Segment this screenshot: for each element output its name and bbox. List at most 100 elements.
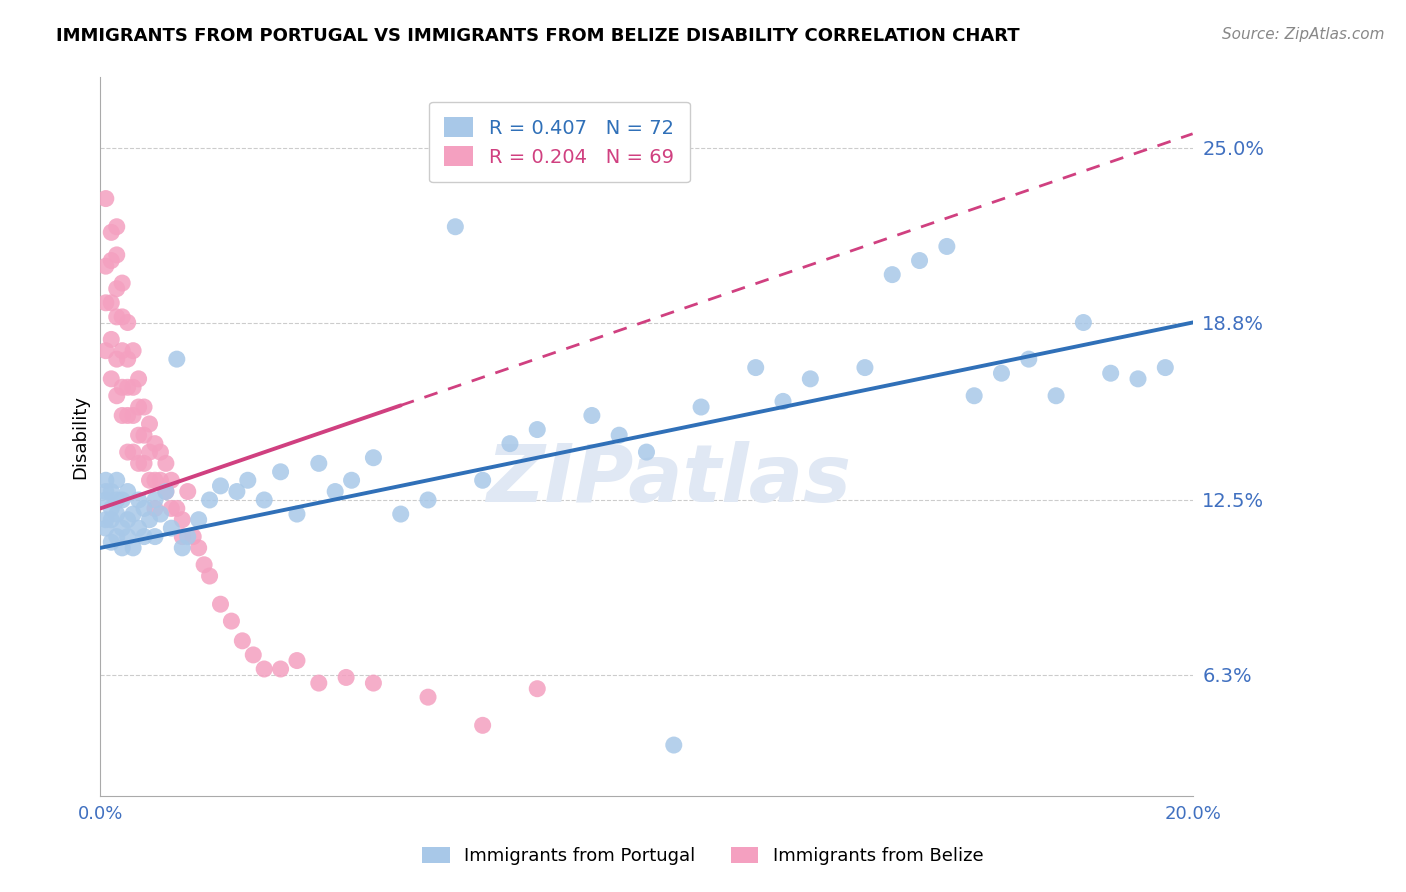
Point: [111, 521, 134, 535]
Point: [908, 253, 931, 268]
Point: [138, 473, 160, 487]
Point: [94, 192, 117, 206]
Point: [209, 597, 232, 611]
Point: [105, 219, 128, 234]
Point: [242, 648, 264, 662]
Point: [231, 633, 253, 648]
Point: [581, 409, 603, 423]
Point: [128, 493, 150, 508]
Point: [799, 372, 821, 386]
Point: [149, 507, 172, 521]
Point: [335, 670, 357, 684]
Point: [100, 501, 122, 516]
Point: [138, 417, 160, 431]
Point: [132, 456, 155, 470]
Point: [94, 484, 117, 499]
Point: [323, 484, 346, 499]
Point: [105, 389, 128, 403]
Point: [122, 343, 145, 358]
Legend: Immigrants from Portugal, Immigrants from Belize: Immigrants from Portugal, Immigrants fro…: [413, 838, 993, 874]
Point: [149, 445, 172, 459]
Point: [155, 484, 177, 499]
Text: Source: ZipAtlas.com: Source: ZipAtlas.com: [1222, 27, 1385, 42]
Point: [111, 380, 134, 394]
Point: [935, 239, 957, 253]
Point: [128, 456, 150, 470]
Point: [160, 473, 183, 487]
Point: [122, 380, 145, 394]
Point: [111, 409, 134, 423]
Point: [94, 513, 117, 527]
Point: [105, 352, 128, 367]
Point: [111, 343, 134, 358]
Point: [100, 513, 122, 527]
Point: [117, 352, 139, 367]
Point: [128, 372, 150, 386]
Point: [1154, 360, 1177, 375]
Point: [117, 484, 139, 499]
Point: [236, 473, 259, 487]
Point: [1099, 366, 1122, 380]
Point: [177, 484, 200, 499]
Point: [1073, 316, 1095, 330]
Point: [1018, 352, 1040, 367]
Point: [117, 380, 139, 394]
Point: [122, 409, 145, 423]
Point: [416, 690, 439, 705]
Point: [1126, 372, 1149, 386]
Point: [744, 360, 766, 375]
Point: [117, 530, 139, 544]
Point: [100, 295, 122, 310]
Point: [193, 558, 215, 572]
Point: [853, 360, 876, 375]
Point: [94, 343, 117, 358]
Point: [105, 507, 128, 521]
Point: [636, 445, 658, 459]
Point: [772, 394, 794, 409]
Point: [340, 473, 363, 487]
Point: [526, 681, 548, 696]
Point: [209, 479, 232, 493]
Point: [166, 501, 188, 516]
Point: [143, 530, 166, 544]
Point: [181, 530, 204, 544]
Point: [94, 493, 117, 508]
Point: [105, 282, 128, 296]
Point: [990, 366, 1012, 380]
Point: [94, 295, 117, 310]
Point: [253, 493, 276, 508]
Point: [270, 662, 292, 676]
Point: [100, 535, 122, 549]
Point: [105, 530, 128, 544]
Point: [128, 428, 150, 442]
Point: [105, 473, 128, 487]
Point: [882, 268, 904, 282]
Point: [389, 507, 412, 521]
Point: [444, 219, 467, 234]
Point: [662, 738, 685, 752]
Point: [172, 541, 194, 555]
Point: [122, 507, 145, 521]
Point: [138, 445, 160, 459]
Point: [143, 436, 166, 450]
Point: [138, 513, 160, 527]
Point: [100, 333, 122, 347]
Text: ZIPatlas: ZIPatlas: [486, 441, 851, 518]
Point: [117, 445, 139, 459]
Point: [471, 473, 494, 487]
Point: [155, 484, 177, 499]
Point: [198, 493, 221, 508]
Point: [160, 501, 183, 516]
Point: [166, 352, 188, 367]
Legend: R = 0.407   N = 72, R = 0.204   N = 69: R = 0.407 N = 72, R = 0.204 N = 69: [429, 102, 689, 183]
Point: [94, 473, 117, 487]
Point: [471, 718, 494, 732]
Point: [143, 501, 166, 516]
Point: [132, 501, 155, 516]
Text: IMMIGRANTS FROM PORTUGAL VS IMMIGRANTS FROM BELIZE DISABILITY CORRELATION CHART: IMMIGRANTS FROM PORTUGAL VS IMMIGRANTS F…: [56, 27, 1019, 45]
Point: [177, 530, 200, 544]
Point: [149, 473, 172, 487]
Point: [416, 493, 439, 508]
Point: [308, 456, 330, 470]
Point: [143, 473, 166, 487]
